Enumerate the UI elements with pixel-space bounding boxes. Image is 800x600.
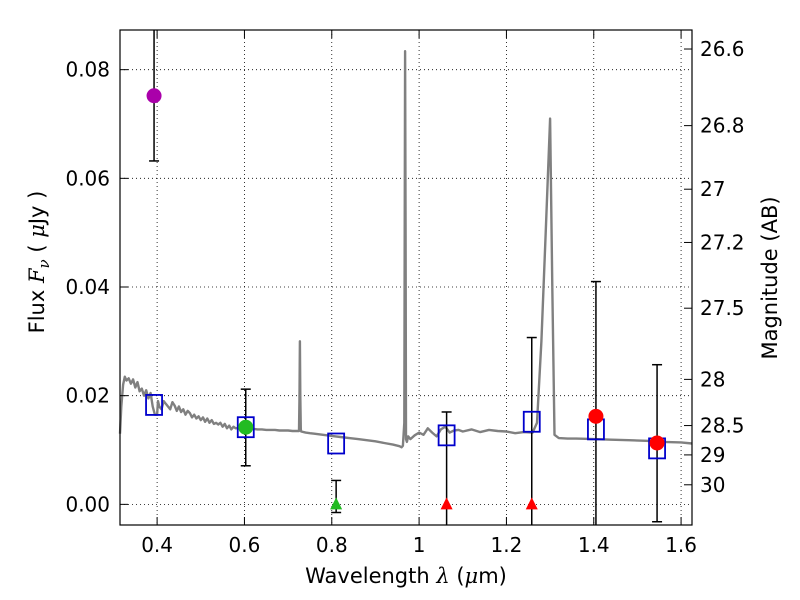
x-axis-label-unit: m: [478, 564, 498, 588]
x-axis-label-prefix: Wavelength: [305, 564, 436, 588]
right-tick-label: 27.2: [700, 230, 745, 254]
y-axis-label-open: (: [25, 238, 49, 260]
model-photometry-point: [145, 394, 163, 416]
upper-limit-marker: [440, 497, 453, 510]
x-axis-label-close: ): [499, 564, 507, 588]
x-axis-label-symbol: λ: [435, 564, 449, 588]
detection-point: [146, 88, 162, 104]
right-tick-label: 30: [700, 473, 725, 497]
x-tick-label: 1: [413, 533, 426, 557]
detection-point: [649, 435, 665, 451]
x-tick-label: 0.8: [316, 533, 348, 557]
x-tick-label: 0.4: [141, 533, 173, 557]
y-tick-label: 0.04: [65, 275, 110, 299]
y-axis-label-unit: Jy: [25, 206, 49, 227]
right-tick-label: 29: [700, 443, 725, 467]
detection-point: [588, 408, 604, 424]
x-axis-label-open: (: [450, 564, 465, 588]
y-axis-label-symbol: F: [25, 267, 49, 284]
x-tick-label: 1.2: [491, 533, 523, 557]
marker-layer: [145, 88, 666, 510]
right-axis-label: Magnitude (AB): [758, 196, 782, 359]
y-axis-label: Flux Fν ( μJy ): [25, 191, 53, 334]
y-tick-label: 0.00: [65, 492, 110, 516]
right-tick-label: 28.5: [700, 414, 745, 438]
y-tick-label: 0.06: [65, 166, 110, 190]
y-axis-label-close: ): [25, 191, 49, 206]
x-tick-label: 0.6: [229, 533, 261, 557]
model-photometry-point: [327, 432, 346, 455]
model-sed-line: [118, 50, 693, 449]
upper-limit-marker: [330, 497, 343, 510]
model-photometry-point: [437, 424, 456, 447]
detection-point: [238, 419, 254, 435]
x-tick-label: 1.4: [578, 533, 610, 557]
tick-layer: 0.4 0.6 0.8 1 1.2 1.4 1.6 0.00 0.02 0.04 0.06 0.08 2…: [65, 30, 745, 557]
right-tick-label: 28: [700, 367, 725, 391]
model-photometry-point: [236, 416, 255, 439]
right-tick-label: 27.5: [700, 296, 745, 320]
model-photometry-point: [522, 410, 541, 433]
y-tick-label: 0.02: [65, 384, 110, 408]
right-tick-label: 26.6: [700, 37, 745, 61]
right-tick-label: 27: [700, 177, 725, 201]
y-axis-label-unit-prefix: μ: [25, 224, 49, 238]
x-axis-label: Wavelength λ (μm): [305, 564, 507, 588]
x-axis-label-unit-prefix: μ: [465, 564, 479, 588]
x-tick-label: 1.6: [665, 533, 697, 557]
plot-frame: [119, 29, 693, 526]
upper-limit-marker: [525, 497, 538, 510]
y-axis-label-prefix: Flux: [25, 283, 49, 333]
y-tick-label: 0.08: [65, 58, 110, 82]
right-tick-label: 26.8: [700, 114, 745, 138]
model-sed-layer: [118, 50, 693, 449]
y-axis-label-subscript: ν: [35, 259, 53, 268]
